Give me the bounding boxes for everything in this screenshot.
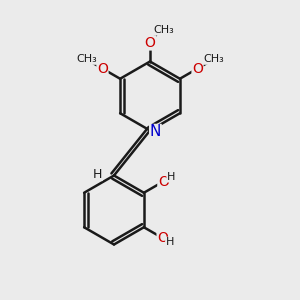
Text: O: O: [192, 61, 203, 76]
Text: O: O: [145, 36, 155, 50]
Text: H: H: [167, 172, 175, 182]
Text: CH₃: CH₃: [153, 25, 174, 35]
Text: H: H: [166, 237, 174, 247]
Text: O: O: [97, 61, 108, 76]
Text: CH₃: CH₃: [203, 54, 224, 64]
Text: N: N: [150, 124, 161, 140]
Text: H: H: [93, 167, 102, 181]
Text: CH₃: CH₃: [76, 54, 97, 64]
Text: O: O: [158, 175, 169, 188]
Text: O: O: [157, 231, 168, 245]
